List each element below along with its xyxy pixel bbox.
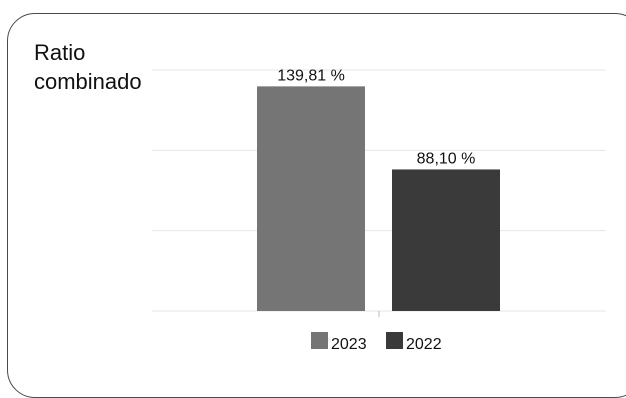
data-label-2022: 88,10 %: [417, 150, 476, 167]
bar-chart: 139,81 % 88,10 % 2023 2022: [152, 67, 606, 353]
legend-swatch-2023: [311, 332, 328, 349]
bar-2023: [257, 86, 365, 311]
legend-label-2022: 2022: [406, 336, 442, 353]
chart-title: Ratio combinado: [34, 38, 194, 96]
chart-title-line-2: combinado: [34, 69, 142, 94]
data-label-2023: 139,81 %: [277, 67, 345, 84]
chart-title-line-1: Ratio: [34, 40, 86, 65]
legend-label-2023: 2023: [331, 336, 367, 353]
legend-swatch-2022: [386, 332, 403, 349]
bar-2022: [392, 169, 500, 311]
